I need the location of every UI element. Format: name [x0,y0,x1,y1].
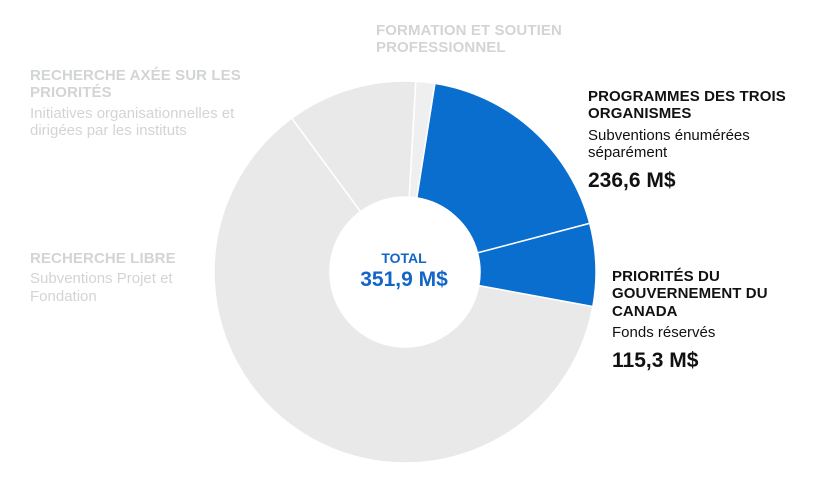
label-value: 236,6 M$ [588,169,676,192]
slice-recherche-libre [213,117,594,464]
label-title: PRIORITÉS DU GOUVERNEMENT DU CANADA [612,268,768,320]
label-title: RECHERCHE LIBRE [30,250,176,267]
label-recherche-axee-priorites: RECHERCHE AXÉE SUR LES PRIORITÉS Initiat… [30,67,290,139]
label-priorites-gouvernement: PRIORITÉS DU GOUVERNEMENT DU CANADA Fond… [612,268,797,373]
label-recherche-libre: RECHERCHE LIBRE Subventions Projet et Fo… [30,250,220,305]
slice-programmes-trois-organismes [415,82,591,254]
label-formation-soutien: FORMATION ET SOUTIEN PROFESSIONNEL [376,22,586,57]
label-subtitle: Fonds réservés [612,323,716,341]
label-subtitle: Initiatives organisationnelles et dirigé… [30,104,235,139]
label-title: PROGRAMMES DES TROIS ORGANISMES [588,88,786,123]
center-total: TOTAL 351,9 M$ [320,250,488,292]
center-total-label: TOTAL [381,250,427,266]
label-programmes-trois-organismes: PROGRAMMES DES TROIS ORGANISMES Subventi… [588,88,788,193]
label-subtitle: Subventions énumérées séparément [588,126,750,161]
label-value: 115,3 M$ [612,349,699,372]
label-title: RECHERCHE AXÉE SUR LES PRIORITÉS [30,67,241,102]
label-title: FORMATION ET SOUTIEN PROFESSIONNEL [376,22,562,57]
slice-formation-soutien [408,80,436,199]
label-subtitle: Subventions Projet et Fondation [30,270,173,305]
center-total-value: 351,9 M$ [360,268,448,291]
